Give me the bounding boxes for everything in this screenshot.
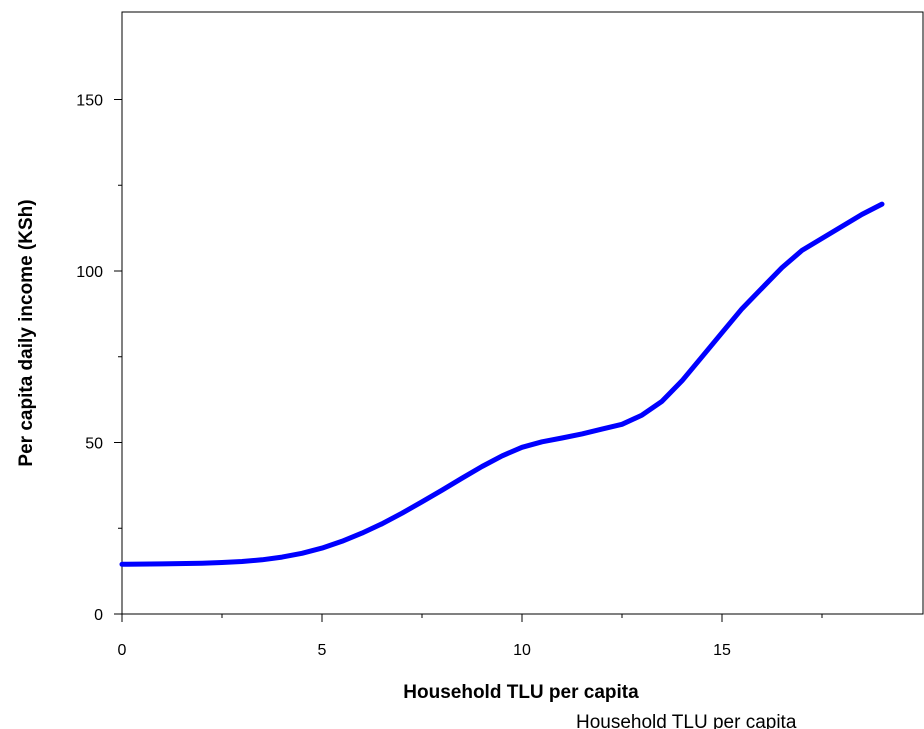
plot-frame [121,11,924,615]
y-tick-label: 50 [85,436,103,453]
x-axis-tick-labels: 0 5 10 15 [118,642,731,659]
x-tick-label: 0 [118,642,127,659]
y-tick-label: 100 [76,264,103,281]
series-layer [119,201,885,567]
x-tick-label: 10 [513,642,531,659]
series-line [119,201,885,567]
y-tick-label: 0 [94,607,103,624]
x-axis-title: Household TLU per capita [403,682,639,703]
y-axis-title: Per capita daily income (KSh) [16,199,37,466]
x-tick-label: 15 [713,642,731,659]
y-tick-label: 150 [76,93,103,110]
y-axis-tick-labels: 0 50 100 150 [76,93,103,625]
x-axis-ticks [121,614,823,622]
y-axis-ticks [114,99,122,615]
x-tick-label: 5 [318,642,327,659]
footer-caption: Household TLU per capita [576,712,797,729]
